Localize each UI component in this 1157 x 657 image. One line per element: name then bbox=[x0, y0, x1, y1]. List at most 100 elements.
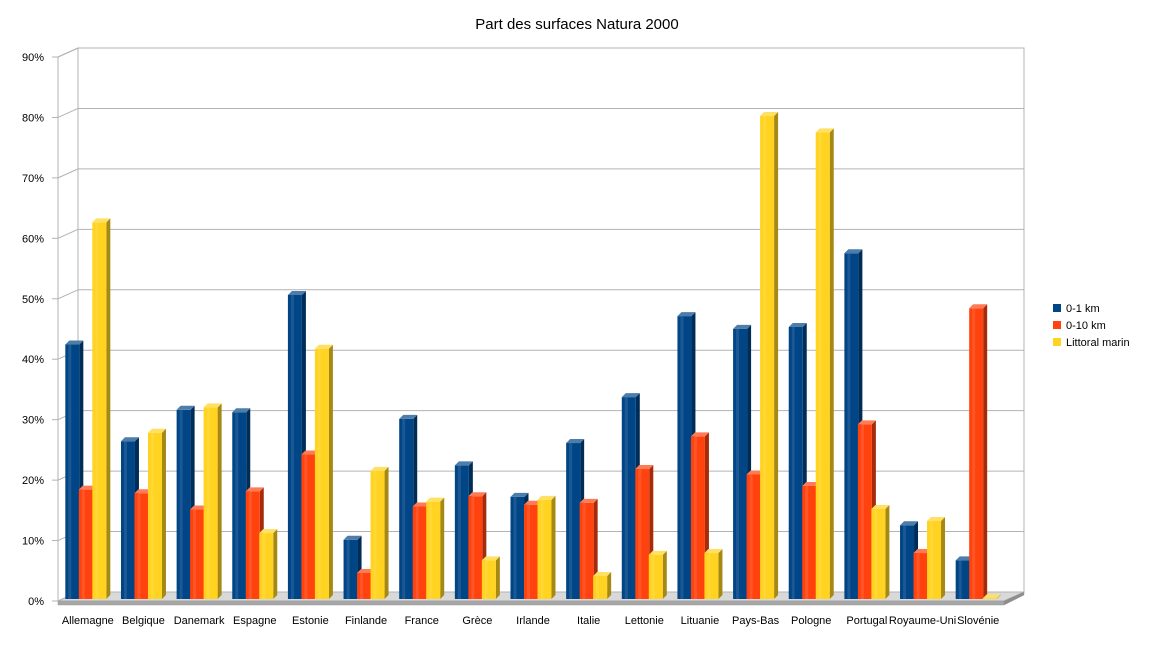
bar-side bbox=[440, 497, 445, 599]
bar-top bbox=[579, 498, 598, 503]
bar-highlight bbox=[707, 553, 711, 599]
x-tick-label: Belgique bbox=[122, 615, 165, 627]
x-tick-label: Lituanie bbox=[681, 615, 720, 627]
bar-side bbox=[774, 112, 779, 599]
bar-front bbox=[343, 539, 358, 599]
bar-front bbox=[134, 493, 149, 599]
bar-side bbox=[607, 572, 612, 599]
axes: 0% 10% 20% 30% 40% 50% 60% 70% 80% 90% bbox=[22, 52, 58, 608]
gridline-wall bbox=[57, 107, 79, 118]
bar-highlight bbox=[874, 508, 878, 599]
bar-side bbox=[551, 495, 556, 599]
bar-front bbox=[733, 328, 748, 599]
bar-front bbox=[357, 573, 372, 599]
bar-highlight bbox=[402, 418, 406, 599]
bar bbox=[259, 529, 278, 599]
legend-item: 0-10 km bbox=[1053, 320, 1106, 332]
bar-side bbox=[273, 529, 278, 599]
bar-highlight bbox=[860, 424, 864, 599]
bar-front bbox=[566, 443, 581, 599]
gridline-wall bbox=[57, 168, 79, 179]
bar-top bbox=[399, 414, 418, 419]
bar bbox=[927, 517, 946, 599]
bar-top bbox=[510, 492, 529, 497]
y-tick-label: 20% bbox=[22, 475, 44, 487]
bar-side bbox=[384, 466, 389, 599]
bar-front bbox=[399, 418, 414, 599]
x-tick-label: Italie bbox=[577, 615, 600, 627]
bar-top bbox=[343, 535, 362, 540]
bar-highlight bbox=[373, 470, 377, 599]
bar-side bbox=[983, 304, 988, 599]
floor-front bbox=[57, 600, 1005, 606]
bar-front bbox=[900, 525, 915, 599]
legend-item: Littoral marin bbox=[1053, 337, 1130, 349]
bar-front bbox=[648, 554, 663, 599]
x-tick-label: Grèce bbox=[462, 615, 492, 627]
bar-highlight bbox=[958, 560, 962, 599]
x-tick-label: Royaume-Uni bbox=[889, 615, 956, 627]
bar-front bbox=[746, 474, 761, 599]
bar-top bbox=[120, 437, 139, 442]
bar-front bbox=[677, 316, 692, 599]
bar bbox=[648, 550, 667, 599]
bar-top bbox=[648, 550, 667, 555]
gridline-wall bbox=[57, 228, 79, 239]
bar-front bbox=[593, 576, 608, 599]
bar-front bbox=[203, 407, 218, 599]
bar-side bbox=[718, 549, 723, 599]
bar-top bbox=[871, 504, 890, 509]
bar-front bbox=[802, 485, 817, 599]
bar-highlight bbox=[930, 521, 934, 599]
bar-highlight bbox=[916, 553, 920, 599]
bar-top bbox=[426, 497, 445, 502]
y-tick-label: 60% bbox=[22, 233, 44, 245]
bar-front bbox=[969, 308, 984, 599]
bar-highlight bbox=[360, 573, 364, 599]
chart-title: Part des surfaces Natura 2000 bbox=[475, 16, 678, 33]
bar-top bbox=[635, 465, 654, 470]
bar-front bbox=[621, 397, 636, 599]
x-tick-label: Finlande bbox=[345, 615, 387, 627]
bar-highlight bbox=[527, 504, 530, 599]
bar-front bbox=[259, 533, 274, 599]
y-tick-label: 70% bbox=[22, 173, 44, 185]
bar-highlight bbox=[680, 316, 684, 599]
bar bbox=[704, 549, 723, 599]
bar-highlight bbox=[791, 327, 795, 599]
bar-top bbox=[259, 529, 278, 534]
legend-label: 0-10 km bbox=[1066, 320, 1106, 332]
bar-highlight bbox=[304, 454, 308, 599]
bar-top bbox=[245, 487, 264, 492]
bar-highlight bbox=[693, 436, 697, 599]
bar-highlight bbox=[81, 489, 85, 599]
bar-top bbox=[815, 128, 834, 133]
y-tick-label: 40% bbox=[22, 354, 44, 366]
x-tick-label: Danemark bbox=[174, 615, 225, 627]
bar-top bbox=[287, 290, 306, 295]
bar-highlight bbox=[513, 496, 517, 599]
bar-front bbox=[760, 116, 775, 599]
bar-front bbox=[955, 560, 970, 599]
floor-side bbox=[1003, 591, 1025, 606]
bar bbox=[481, 556, 500, 599]
x-tick-label: Espagne bbox=[233, 615, 276, 627]
gridline-wall bbox=[57, 47, 79, 58]
bar-highlight bbox=[818, 132, 822, 599]
bar-side bbox=[885, 504, 890, 599]
bar-highlight bbox=[749, 474, 753, 599]
bar-top bbox=[566, 439, 585, 444]
bar-front bbox=[176, 409, 191, 599]
bar bbox=[579, 498, 598, 599]
bar-highlight bbox=[972, 308, 976, 599]
bar-front bbox=[468, 496, 483, 599]
bar-top bbox=[704, 549, 723, 554]
bar-highlight bbox=[123, 441, 127, 599]
bar-top bbox=[92, 218, 111, 223]
bar-front bbox=[245, 491, 260, 599]
bar-highlight bbox=[150, 432, 154, 599]
bar bbox=[203, 403, 222, 599]
bar-front bbox=[579, 502, 594, 599]
x-tick-label: Estonie bbox=[292, 615, 329, 627]
